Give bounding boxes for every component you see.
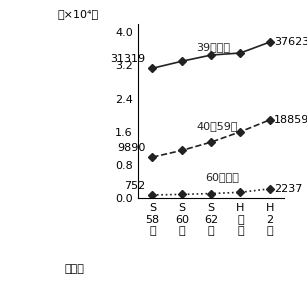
Text: 752: 752 — [124, 181, 146, 191]
Text: 9890: 9890 — [117, 143, 146, 153]
Text: 31319: 31319 — [111, 54, 146, 64]
Text: 37623: 37623 — [274, 37, 307, 47]
Text: （×10⁴）: （×10⁴） — [57, 9, 98, 19]
Text: 60歳以上: 60歳以上 — [205, 171, 239, 181]
Text: 2237: 2237 — [274, 184, 302, 194]
Text: 40－59歳: 40－59歳 — [196, 121, 238, 130]
Text: 18859: 18859 — [274, 115, 307, 125]
Text: 39歳以下: 39歳以下 — [196, 42, 231, 52]
Text: （人）: （人） — [64, 264, 84, 274]
